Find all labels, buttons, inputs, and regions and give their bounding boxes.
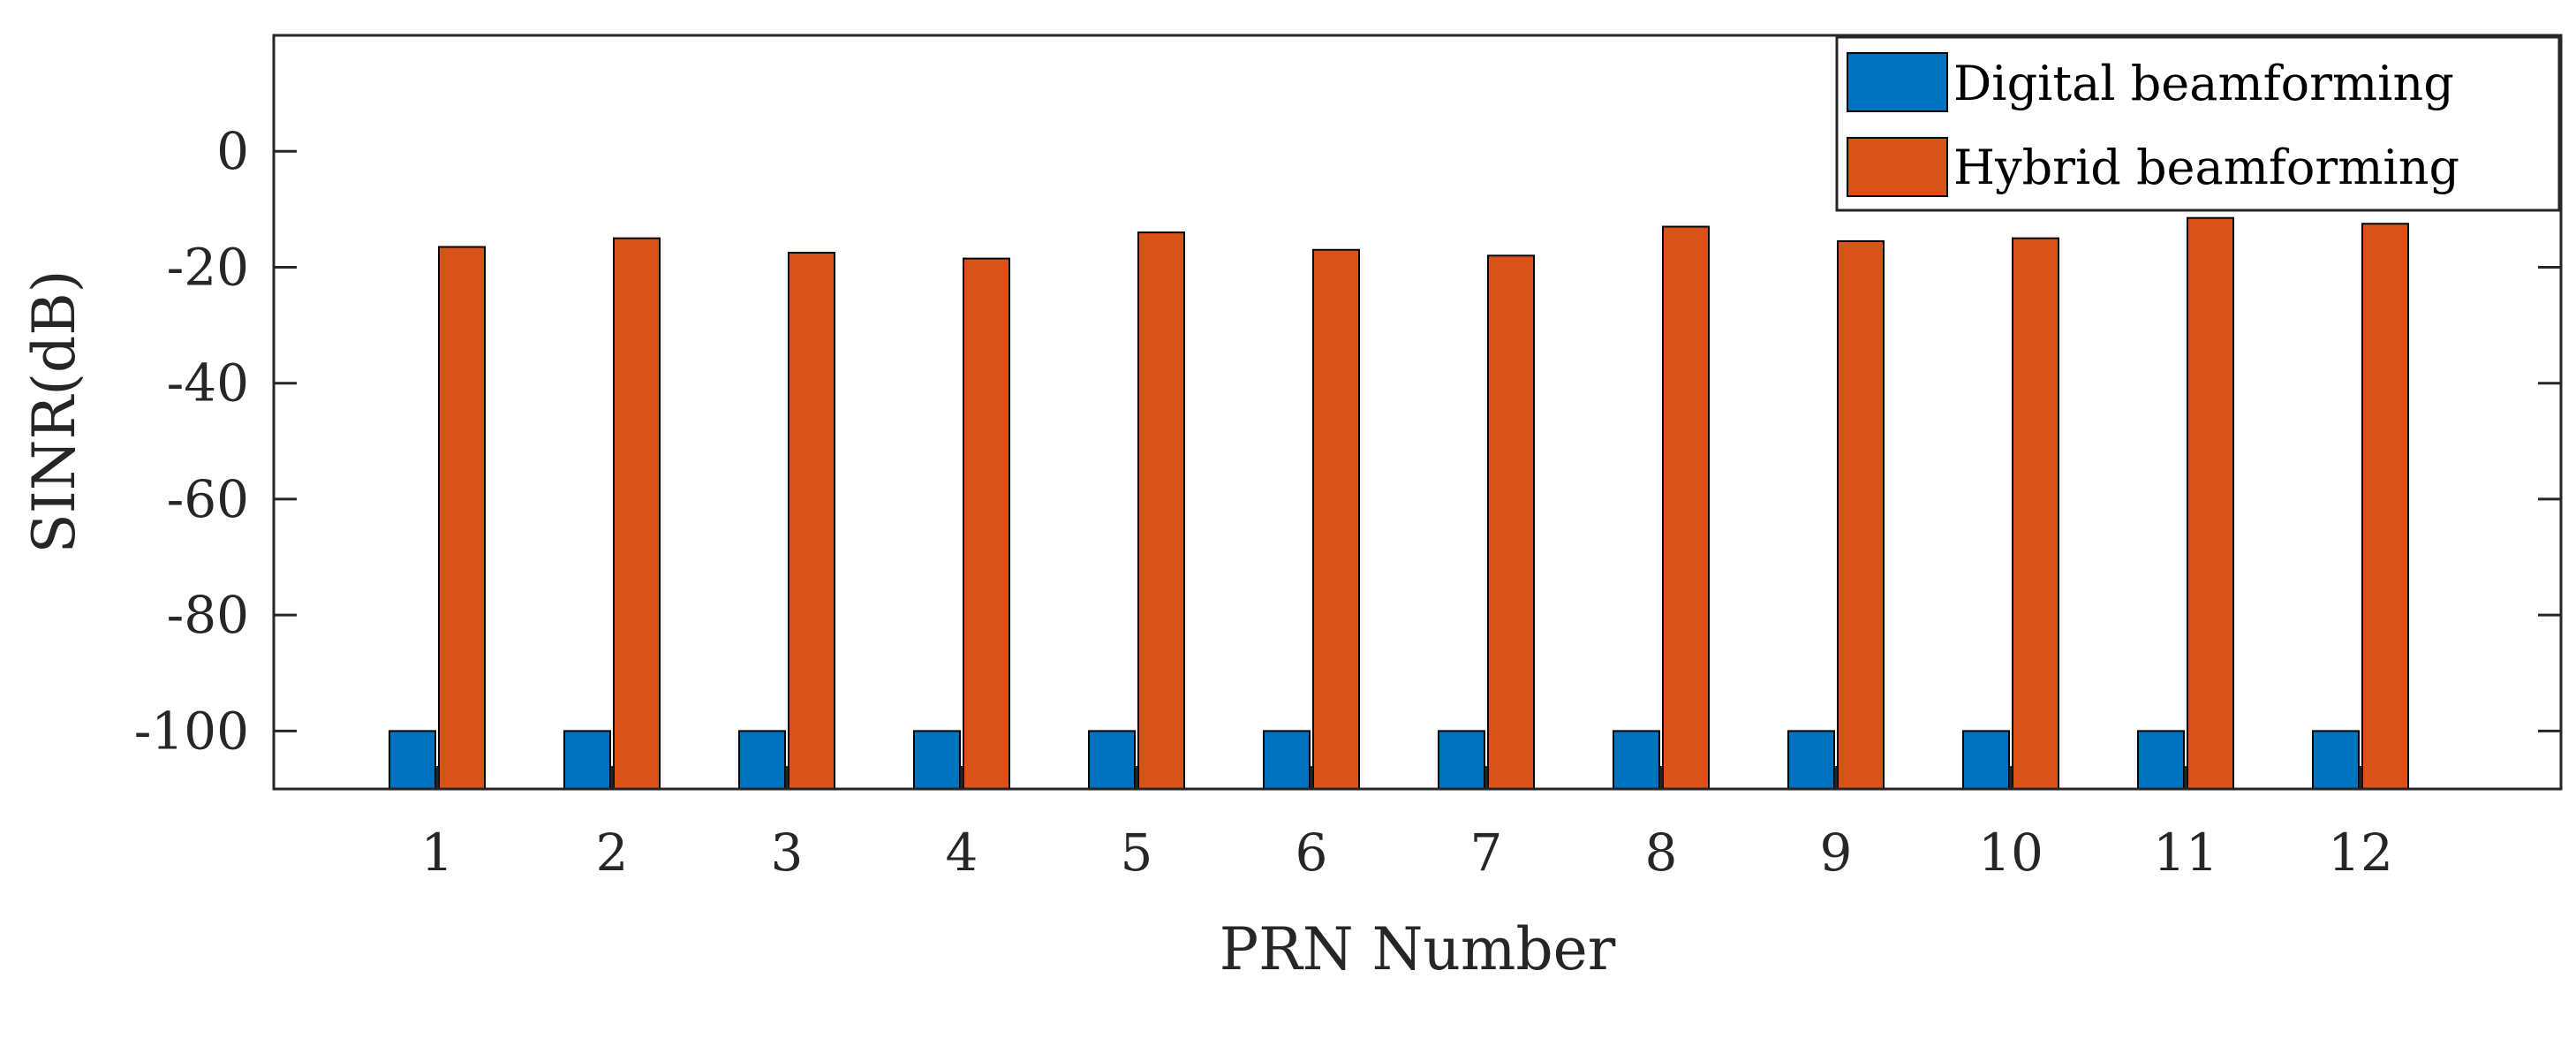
x-tick-label-4: 4 (946, 823, 978, 883)
bar-digital-7 (1438, 730, 1485, 791)
y-axis-title: SINR(dB) (20, 270, 88, 554)
bar-hybrid-10 (2012, 237, 2059, 790)
x-tick-label-6: 6 (1296, 823, 1328, 883)
y-tick-label--20: -20 (167, 237, 249, 297)
y-tick-label--100: -100 (134, 701, 249, 761)
bar-hybrid-8 (1662, 225, 1710, 790)
ticks-group: 1 2 3 4 5 6 7 8 9 10 11 12-100-80-60-40-200 (134, 121, 2561, 883)
plot-frame (272, 34, 2563, 791)
y-tick-label--60: -60 (167, 469, 249, 529)
bar-hybrid-2 (613, 237, 661, 790)
bar-hybrid-1 (438, 246, 486, 790)
x-tick-label-3: 3 (771, 823, 804, 883)
legend: Digital beamforming Hybrid beamforming (1835, 35, 2561, 212)
bars-group (389, 216, 2409, 791)
bar-digital-1 (389, 730, 436, 791)
bar-hybrid-5 (1137, 231, 1185, 791)
bar-digital-4 (913, 730, 961, 791)
bar-digital-5 (1088, 730, 1136, 791)
bar-hybrid-3 (788, 252, 835, 790)
legend-label-digital: Digital beamforming (1953, 56, 2454, 111)
x-tick-label-5: 5 (1121, 823, 1153, 883)
bar-digital-8 (1613, 730, 1660, 791)
legend-box (1835, 35, 2561, 212)
x-tick-label-1: 1 (421, 823, 454, 883)
legend-label-hybrid: Hybrid beamforming (1953, 140, 2459, 195)
bar-hybrid-12 (2361, 223, 2409, 790)
x-tick-label-12: 12 (2328, 823, 2393, 883)
x-axis-title: PRN Number (1220, 915, 1616, 983)
bar-hybrid-6 (1312, 248, 1360, 790)
bar-digital-2 (563, 730, 611, 791)
bar-digital-3 (738, 730, 786, 791)
x-tick-label-11: 11 (2153, 823, 2218, 883)
bar-digital-9 (1787, 730, 1835, 791)
bar-digital-11 (2137, 730, 2185, 791)
x-tick-label-7: 7 (1470, 823, 1503, 883)
bar-hybrid-4 (963, 257, 1010, 791)
y-tick-label--40: -40 (167, 353, 249, 413)
x-tick-label-2: 2 (596, 823, 629, 883)
x-tick-label-10: 10 (1978, 823, 2043, 883)
legend-swatch-hybrid (1847, 137, 1948, 197)
bar-hybrid-7 (1487, 254, 1535, 791)
bar-digital-10 (1962, 730, 2010, 791)
bar-hybrid-9 (1837, 239, 1885, 790)
y-tick-label-0: 0 (216, 121, 249, 181)
legend-swatch-digital (1847, 52, 1948, 112)
bar-digital-6 (1263, 730, 1311, 791)
bar-hybrid-11 (2187, 216, 2234, 790)
y-tick-label--80: -80 (167, 585, 249, 645)
bar-digital-12 (2312, 730, 2360, 791)
x-tick-label-9: 9 (1820, 823, 1853, 883)
x-tick-label-8: 8 (1645, 823, 1678, 883)
